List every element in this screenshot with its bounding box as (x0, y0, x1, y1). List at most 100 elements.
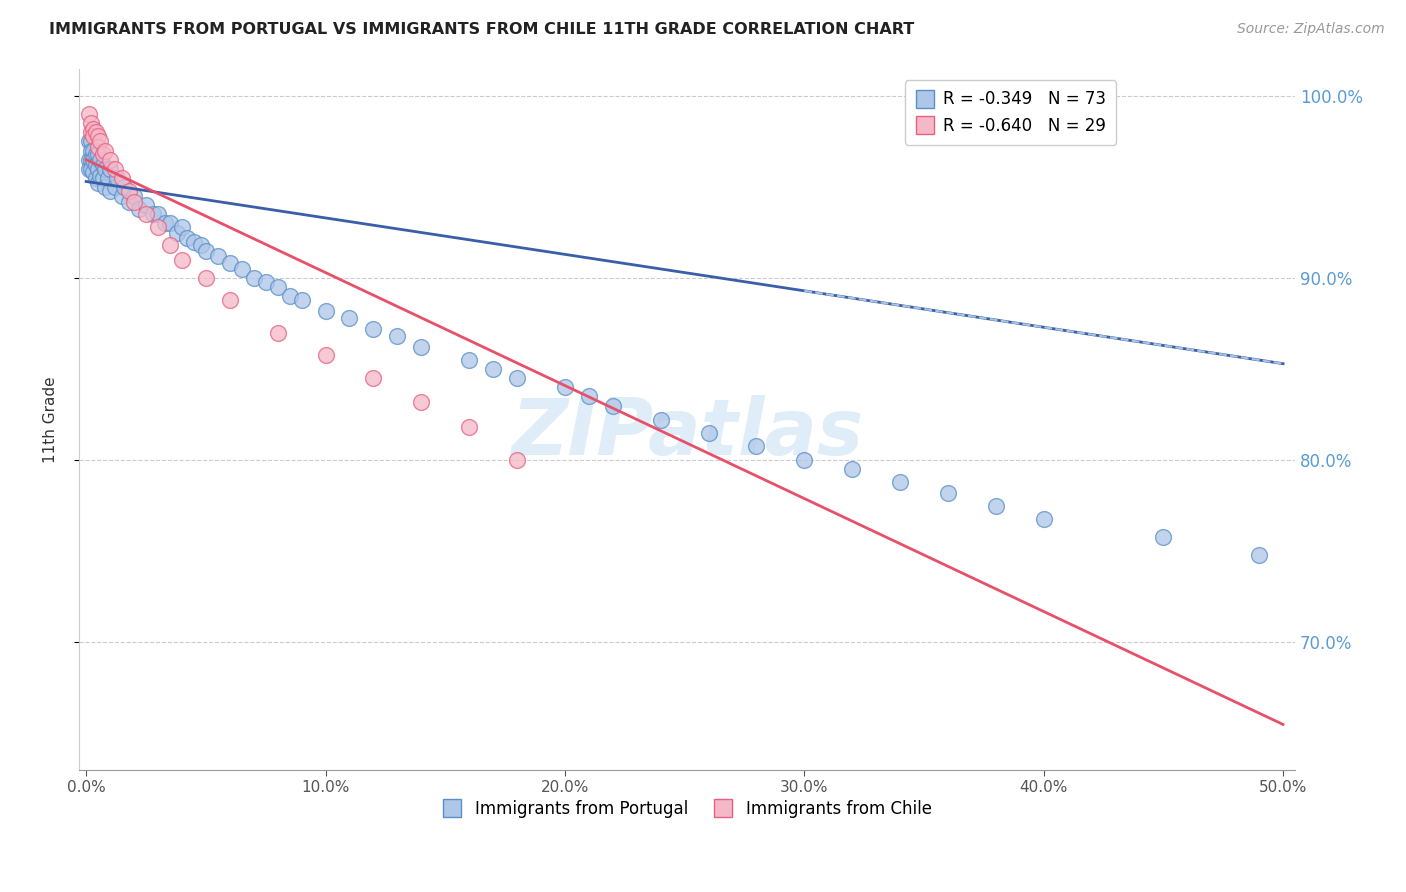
Text: Source: ZipAtlas.com: Source: ZipAtlas.com (1237, 22, 1385, 37)
Point (122, 194, 145, 209)
Point (482, 362, 505, 376)
Point (98, 184, 121, 198)
Point (1032, 511, 1054, 525)
Point (242, 271, 264, 285)
Point (984, 499, 1007, 513)
Point (745, 439, 768, 453)
Point (77, 135, 100, 149)
Legend: Immigrants from Portugal, Immigrants from Chile: Immigrants from Portugal, Immigrants fro… (434, 794, 939, 825)
Point (602, 399, 624, 413)
Point (142, 207, 165, 221)
Point (339, 311, 361, 326)
Point (91, 158, 114, 172)
Point (91, 147, 114, 161)
Point (363, 371, 385, 385)
Point (170, 252, 193, 267)
Point (506, 453, 529, 467)
Point (97, 170, 120, 185)
Point (1152, 530, 1174, 544)
Point (89, 169, 111, 183)
Point (111, 170, 134, 185)
Point (80, 116, 103, 130)
Point (231, 262, 253, 277)
Point (578, 389, 600, 403)
Point (80, 135, 103, 149)
Point (315, 303, 337, 318)
Point (190, 238, 212, 252)
Point (98, 153, 121, 167)
Point (218, 293, 240, 307)
Point (80, 153, 103, 167)
Y-axis label: 11th Grade: 11th Grade (44, 376, 58, 463)
Point (82, 121, 104, 136)
Point (105, 170, 128, 185)
Point (194, 271, 217, 285)
Point (266, 326, 288, 340)
Point (458, 420, 481, 434)
Point (506, 371, 529, 385)
Point (650, 413, 672, 427)
Point (82, 165, 104, 179)
Text: ZIPatlas: ZIPatlas (510, 395, 863, 471)
Point (84, 170, 107, 185)
Point (411, 395, 433, 409)
Point (122, 189, 145, 203)
Point (278, 289, 301, 303)
Point (82, 153, 104, 167)
Point (194, 244, 217, 258)
Point (98, 161, 121, 176)
Point (87, 140, 110, 154)
Point (315, 348, 337, 362)
Point (82, 144, 104, 158)
Point (183, 235, 205, 249)
Point (135, 207, 157, 221)
Point (153, 216, 176, 230)
Point (84, 158, 107, 172)
Point (77, 107, 100, 121)
Point (166, 226, 188, 240)
Point (889, 475, 911, 489)
Point (80, 161, 103, 176)
Point (159, 238, 181, 252)
Point (266, 280, 288, 294)
Point (87, 128, 110, 143)
Point (118, 194, 141, 209)
Point (104, 161, 127, 176)
Point (87, 177, 110, 191)
Point (170, 220, 193, 235)
Point (77, 161, 100, 176)
Point (89, 135, 111, 149)
Point (411, 340, 433, 354)
Point (87, 147, 110, 161)
Point (697, 425, 720, 440)
Point (84, 125, 107, 139)
Point (218, 256, 240, 270)
Point (94, 161, 117, 176)
Point (128, 202, 150, 216)
Text: IMMIGRANTS FROM PORTUGAL VS IMMIGRANTS FROM CHILE 11TH GRADE CORRELATION CHART: IMMIGRANTS FROM PORTUGAL VS IMMIGRANTS F… (49, 22, 914, 37)
Point (290, 293, 312, 307)
Point (111, 189, 134, 203)
Point (84, 147, 107, 161)
Point (146, 220, 169, 235)
Point (254, 275, 277, 289)
Point (554, 380, 576, 394)
Point (793, 453, 815, 467)
Point (841, 462, 863, 476)
Point (207, 249, 229, 263)
Point (114, 180, 136, 194)
Point (363, 322, 385, 336)
Point (77, 153, 100, 167)
Point (159, 216, 181, 230)
Point (458, 353, 481, 368)
Point (135, 198, 157, 212)
Point (94, 144, 117, 158)
Point (1249, 548, 1271, 562)
Point (80, 144, 103, 158)
Point (94, 180, 117, 194)
Point (89, 153, 111, 167)
Point (936, 486, 959, 500)
Point (118, 184, 141, 198)
Point (176, 231, 198, 245)
Point (387, 329, 409, 343)
